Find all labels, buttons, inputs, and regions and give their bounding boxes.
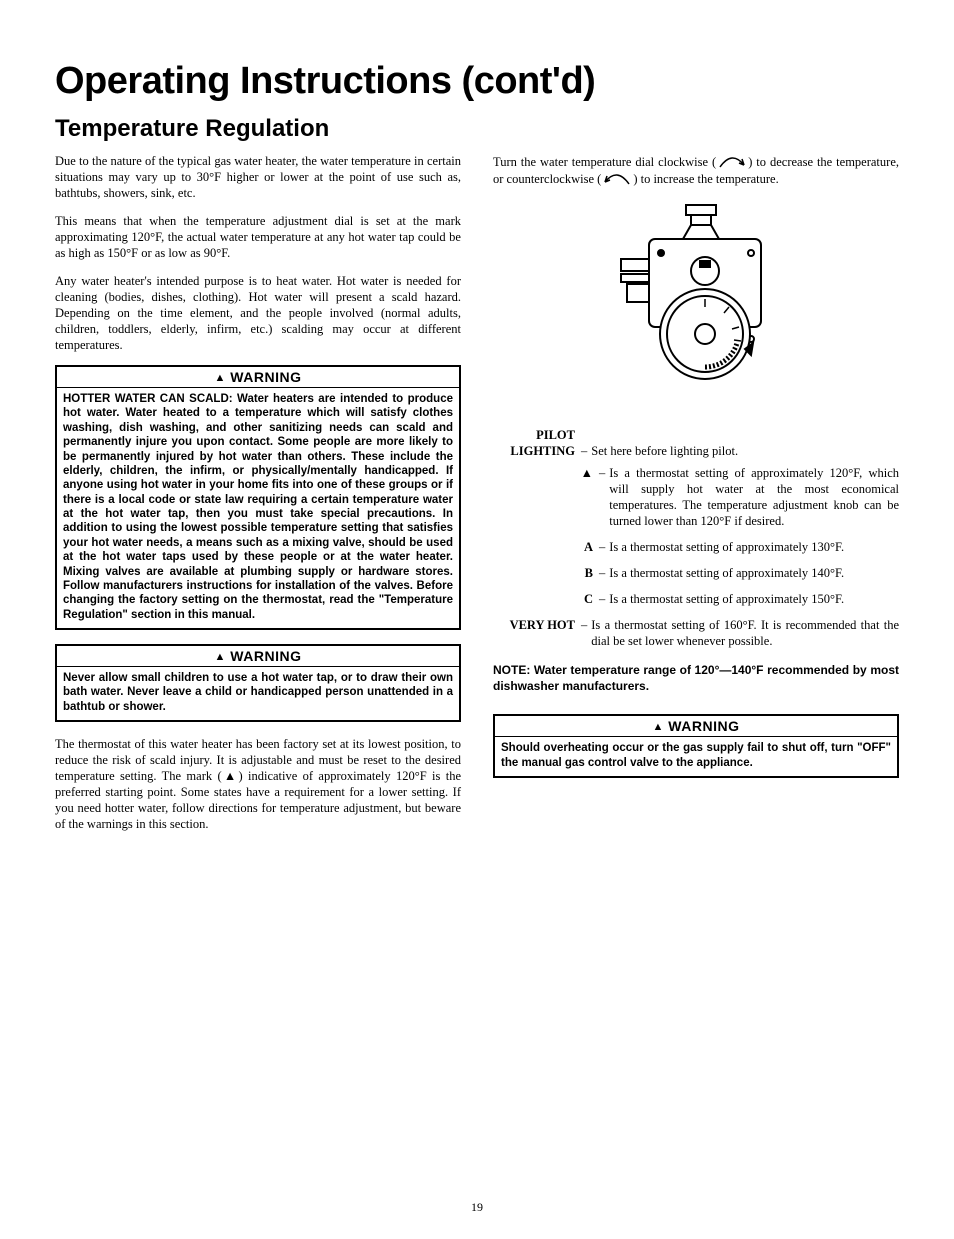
warning-box: ▲ WARNING Never allow small children to … bbox=[55, 644, 461, 722]
right-column: Turn the water temperature dial clockwis… bbox=[493, 153, 899, 844]
setting-label: B bbox=[493, 565, 597, 581]
page-title: Operating Instructions (cont'd) bbox=[55, 60, 899, 103]
label-text: PILOT bbox=[536, 428, 575, 442]
setting-very-hot: VERY HOT – Is a thermostat setting of 16… bbox=[493, 617, 899, 649]
counterclockwise-arrow-icon bbox=[601, 170, 633, 186]
text-span: to increase the temperature. bbox=[637, 172, 778, 186]
warning-box: ▲ WARNING Should overheating occur or th… bbox=[493, 714, 899, 778]
clockwise-arrow-icon bbox=[716, 153, 748, 169]
two-column-layout: Due to the nature of the typical gas wat… bbox=[55, 153, 899, 844]
dash: – bbox=[597, 539, 609, 555]
warning-box: ▲ WARNING HOTTER WATER CAN SCALD: Water … bbox=[55, 365, 461, 630]
setting-label: VERY HOT bbox=[493, 617, 579, 649]
setting-desc: Is a thermostat setting of approximately… bbox=[609, 539, 899, 555]
setting-label: PILOT LIGHTING bbox=[493, 427, 579, 459]
setting-label: C bbox=[493, 591, 597, 607]
warning-body: Should overheating occur or the gas supp… bbox=[495, 737, 897, 776]
setting-c: C – Is a thermostat setting of approxima… bbox=[493, 591, 899, 607]
warning-label: WARNING bbox=[230, 648, 301, 664]
setting-a: A – Is a thermostat setting of approxima… bbox=[493, 539, 899, 555]
warning-body: HOTTER WATER CAN SCALD: Water heaters ar… bbox=[57, 388, 459, 628]
paragraph: Any water heater's intended purpose is t… bbox=[55, 273, 461, 353]
dash: – bbox=[579, 443, 591, 459]
setting-b: B – Is a thermostat setting of approxima… bbox=[493, 565, 899, 581]
setting-pilot-lighting: PILOT LIGHTING – Set here before lightin… bbox=[493, 427, 899, 459]
setting-desc: Is a thermostat setting of approximately… bbox=[609, 465, 899, 529]
setting-desc: Is a thermostat setting of approximately… bbox=[609, 565, 899, 581]
page-number: 19 bbox=[0, 1200, 954, 1215]
warning-body: Never allow small children to use a hot … bbox=[57, 667, 459, 720]
paragraph: This means that when the temperature adj… bbox=[55, 213, 461, 261]
setting-triangle: ▲ – Is a thermostat setting of approxima… bbox=[493, 465, 899, 529]
dash: – bbox=[579, 617, 591, 649]
setting-desc: Is a thermostat setting of approximately… bbox=[609, 591, 899, 607]
warning-label: WARNING bbox=[668, 718, 739, 734]
dash: – bbox=[597, 465, 609, 529]
dash: – bbox=[597, 565, 609, 581]
text-span: Turn the water temperature dial clockwis… bbox=[493, 155, 712, 169]
gas-valve-diagram bbox=[591, 199, 801, 409]
label-text: LIGHTING bbox=[510, 444, 575, 458]
dishwasher-note: NOTE: Water temperature range of 120°—14… bbox=[493, 663, 899, 694]
setting-desc: Is a thermostat setting of 160°F. It is … bbox=[591, 617, 899, 649]
warning-triangle-icon: ▲ bbox=[215, 372, 226, 384]
setting-desc: Set here before lighting pilot. bbox=[591, 443, 899, 459]
left-column: Due to the nature of the typical gas wat… bbox=[55, 153, 461, 844]
warning-header: ▲ WARNING bbox=[57, 646, 459, 667]
setting-label: A bbox=[493, 539, 597, 555]
dial-instruction: Turn the water temperature dial clockwis… bbox=[493, 153, 899, 187]
warning-header: ▲ WARNING bbox=[495, 716, 897, 737]
section-title: Temperature Regulation bbox=[55, 115, 899, 143]
warning-triangle-icon: ▲ bbox=[653, 721, 664, 733]
setting-label: ▲ bbox=[493, 465, 597, 529]
thermostat-settings-list: PILOT LIGHTING – Set here before lightin… bbox=[493, 427, 899, 649]
warning-label: WARNING bbox=[230, 369, 301, 385]
paragraph: Due to the nature of the typical gas wat… bbox=[55, 153, 461, 201]
warning-triangle-icon: ▲ bbox=[215, 651, 226, 663]
manual-page: Operating Instructions (cont'd) Temperat… bbox=[0, 0, 954, 1239]
dash: – bbox=[597, 591, 609, 607]
warning-header: ▲ WARNING bbox=[57, 367, 459, 388]
paragraph: The thermostat of this water heater has … bbox=[55, 736, 461, 832]
